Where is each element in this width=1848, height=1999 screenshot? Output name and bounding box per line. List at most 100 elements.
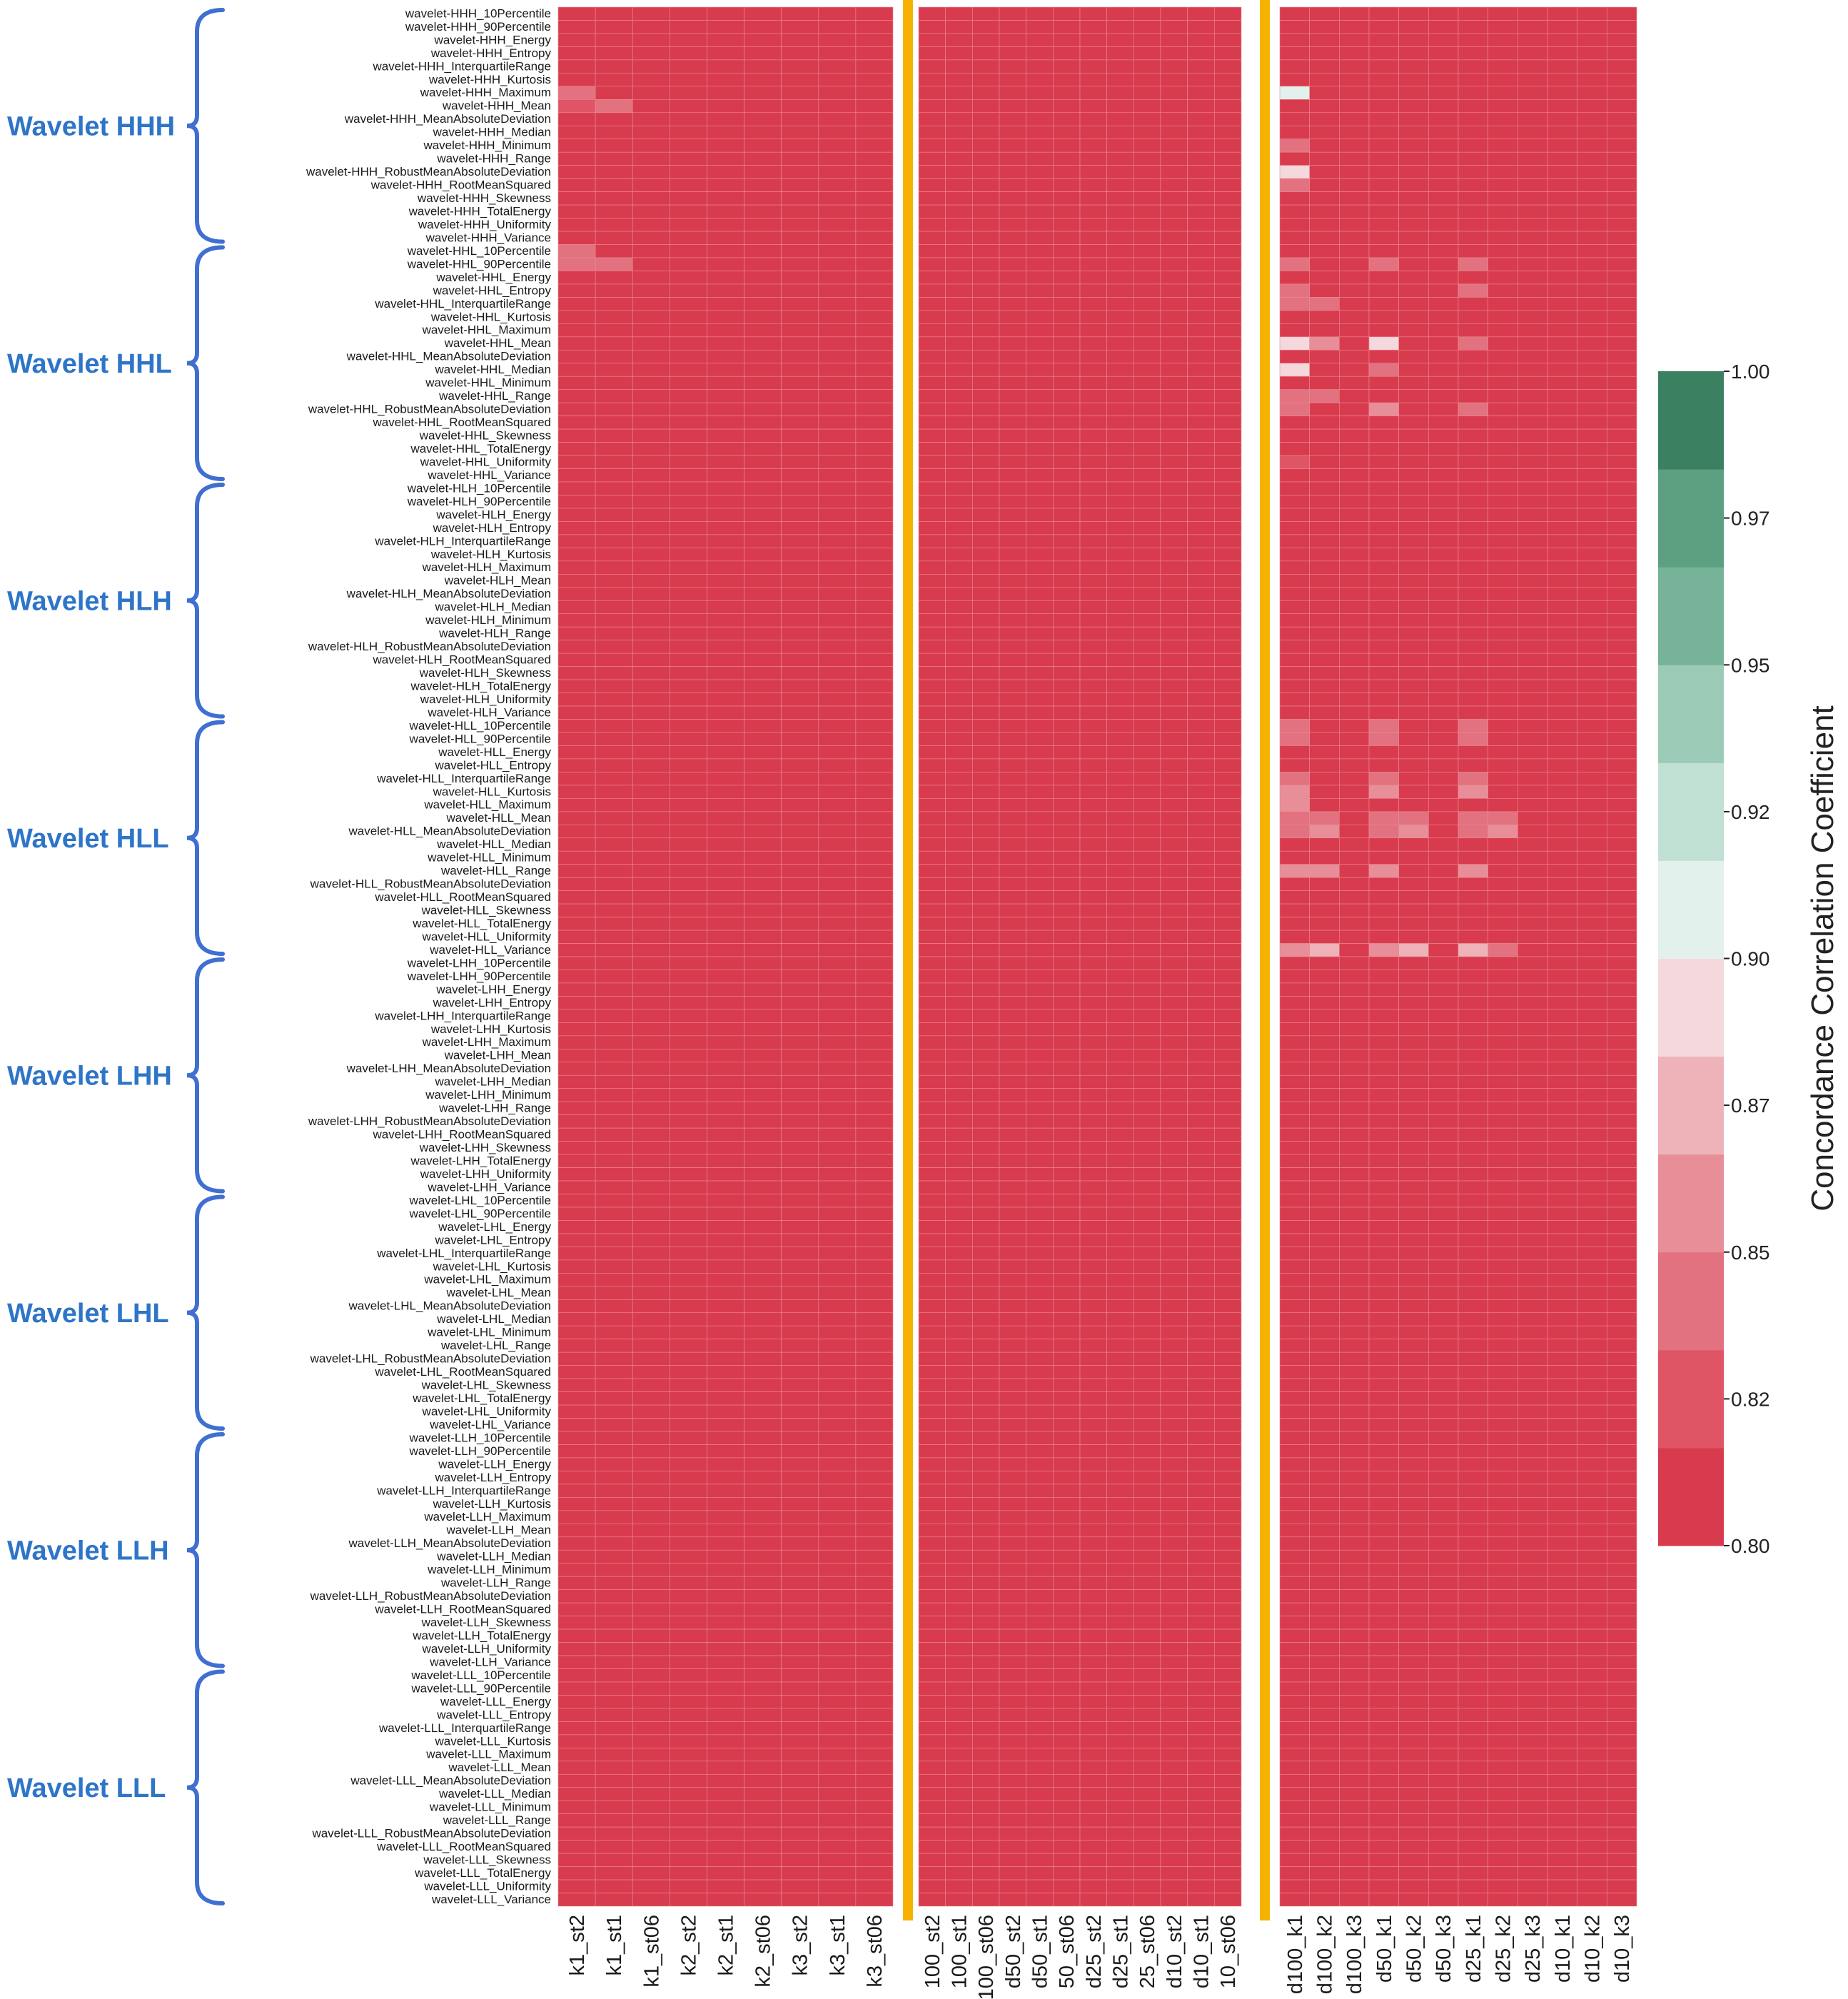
heatmap-cell <box>1607 1853 1637 1867</box>
heatmap-cell <box>945 798 973 812</box>
heatmap-cell <box>1368 1800 1399 1814</box>
row-label: wavelet-HLL_Minimum <box>427 851 551 865</box>
heatmap-cell <box>1547 125 1577 140</box>
heatmap-cell <box>632 376 670 390</box>
heatmap-cell <box>1368 204 1399 218</box>
row-label: wavelet-LLH_Energy <box>438 1457 551 1471</box>
heatmap-cell <box>1214 1194 1242 1208</box>
heatmap-cell <box>972 600 1000 615</box>
heatmap-cell <box>670 772 707 786</box>
heatmap-cell <box>1488 1536 1518 1551</box>
heatmap-cell <box>918 587 946 601</box>
heatmap-cell <box>918 6 946 21</box>
heatmap-cell <box>1428 1074 1459 1089</box>
heatmap-cell <box>1547 1391 1577 1406</box>
heatmap-cell <box>918 1563 946 1577</box>
heatmap-cell <box>1133 1589 1161 1603</box>
heatmap-cell <box>1339 1074 1370 1089</box>
heatmap-cell <box>1398 310 1429 324</box>
group-bracket <box>186 720 225 956</box>
heatmap-cell <box>818 1734 857 1748</box>
heatmap-cell <box>595 481 633 495</box>
heatmap-cell <box>1607 271 1637 285</box>
heatmap-cell <box>557 165 596 179</box>
heatmap-cell <box>1518 613 1548 628</box>
heatmap-cell <box>1187 890 1215 905</box>
heatmap-cell <box>918 416 946 430</box>
heatmap-cell <box>972 1642 1000 1656</box>
heatmap-cell <box>1214 389 1242 403</box>
heatmap-cell <box>1607 1576 1637 1590</box>
heatmap-cell <box>1339 613 1370 628</box>
heatmap-cell <box>1309 1708 1340 1722</box>
heatmap-cell <box>1577 1840 1607 1854</box>
heatmap-cell <box>1214 1602 1242 1616</box>
heatmap-cell <box>1106 890 1134 905</box>
heatmap-cell <box>1368 982 1399 997</box>
heatmap-cell <box>1160 811 1188 825</box>
colorbar-tick-label: 0.85 <box>1731 1242 1770 1264</box>
heatmap-cell <box>1458 693 1488 707</box>
heatmap-cell <box>1518 1589 1548 1603</box>
heatmap-cell <box>1187 1418 1215 1432</box>
heatmap-cell <box>595 112 633 126</box>
heatmap-cell <box>781 1866 819 1880</box>
heatmap-cell <box>1160 271 1188 285</box>
heatmap-cell <box>1279 1524 1310 1538</box>
heatmap-cell <box>1279 1616 1310 1630</box>
heatmap-cell <box>1428 86 1459 100</box>
heatmap-cell <box>1160 837 1188 852</box>
heatmap-cell <box>855 1273 894 1287</box>
heatmap-cell <box>1458 1471 1488 1485</box>
heatmap-cell <box>1079 1813 1107 1828</box>
heatmap-cell <box>670 1642 707 1656</box>
heatmap-cell <box>1547 600 1577 615</box>
row-label: wavelet-HLH_Range <box>438 627 551 640</box>
heatmap-cell <box>1518 244 1548 258</box>
heatmap-cell <box>855 1853 894 1867</box>
heatmap-cell <box>1368 613 1399 628</box>
heatmap-cell <box>855 666 894 680</box>
heatmap-cell <box>744 428 782 443</box>
heatmap-cell <box>999 336 1026 351</box>
heatmap-cell <box>781 1022 819 1037</box>
heatmap-cell <box>1309 758 1340 772</box>
heatmap-cell <box>1488 1695 1518 1709</box>
heatmap-cell <box>1026 1418 1054 1432</box>
heatmap-cell <box>818 1351 857 1366</box>
heatmap-cell <box>670 1563 707 1577</box>
heatmap-cell <box>1577 1207 1607 1221</box>
heatmap-cell <box>999 1062 1026 1076</box>
colorbar-segment <box>1658 1154 1724 1253</box>
heatmap-cell <box>707 1734 744 1748</box>
heatmap-cell <box>1428 772 1459 786</box>
heatmap-cell <box>855 1101 894 1115</box>
heatmap-cell <box>1309 600 1340 615</box>
heatmap-cell <box>1026 20 1054 34</box>
heatmap-cell <box>1309 178 1340 192</box>
row-label: wavelet-HHL_Maximum <box>422 323 551 337</box>
heatmap-cell <box>1488 1589 1518 1603</box>
heatmap-cell <box>1187 1207 1215 1221</box>
heatmap-cell <box>855 1497 894 1511</box>
heatmap-cell <box>1214 402 1242 416</box>
heatmap-cell <box>1309 1761 1340 1775</box>
heatmap-cell <box>1160 640 1188 654</box>
heatmap-cell <box>945 917 973 931</box>
heatmap-cell <box>1106 850 1134 865</box>
heatmap-cell <box>632 837 670 852</box>
heatmap-cell <box>1339 1062 1370 1076</box>
heatmap-cell <box>1187 46 1215 61</box>
heatmap-cell <box>781 416 819 430</box>
heatmap-cell <box>1106 1773 1134 1788</box>
heatmap-cell <box>1309 1813 1340 1828</box>
colorbar-tick-label: 0.95 <box>1731 654 1770 676</box>
heatmap-cell <box>1458 283 1488 298</box>
heatmap-cell <box>1577 323 1607 338</box>
heatmap-cell <box>557 1247 596 1261</box>
heatmap-cell <box>1607 218 1637 232</box>
heatmap-cell <box>670 890 707 905</box>
heatmap-cell <box>1160 1339 1188 1353</box>
heatmap-cell <box>744 1167 782 1182</box>
heatmap-cell <box>1518 1866 1548 1880</box>
